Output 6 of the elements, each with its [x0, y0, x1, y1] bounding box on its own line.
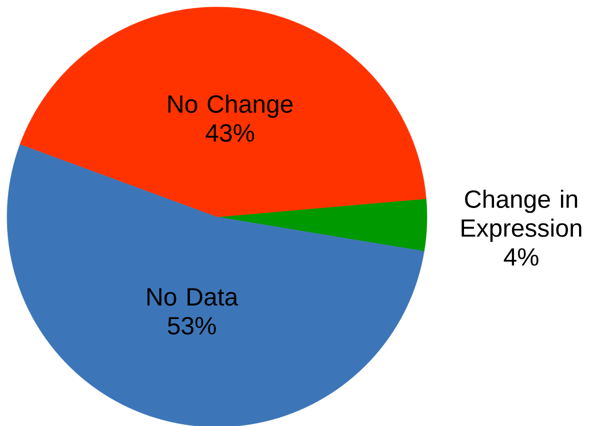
data-label: 43% [206, 124, 254, 142]
slice-label: No Change [168, 94, 293, 118]
data-label: 53% [168, 316, 216, 335]
slice-label: No Data [147, 288, 238, 306]
data-label: 4% [504, 248, 538, 266]
slice-label: Change in Expression [462, 190, 582, 242]
